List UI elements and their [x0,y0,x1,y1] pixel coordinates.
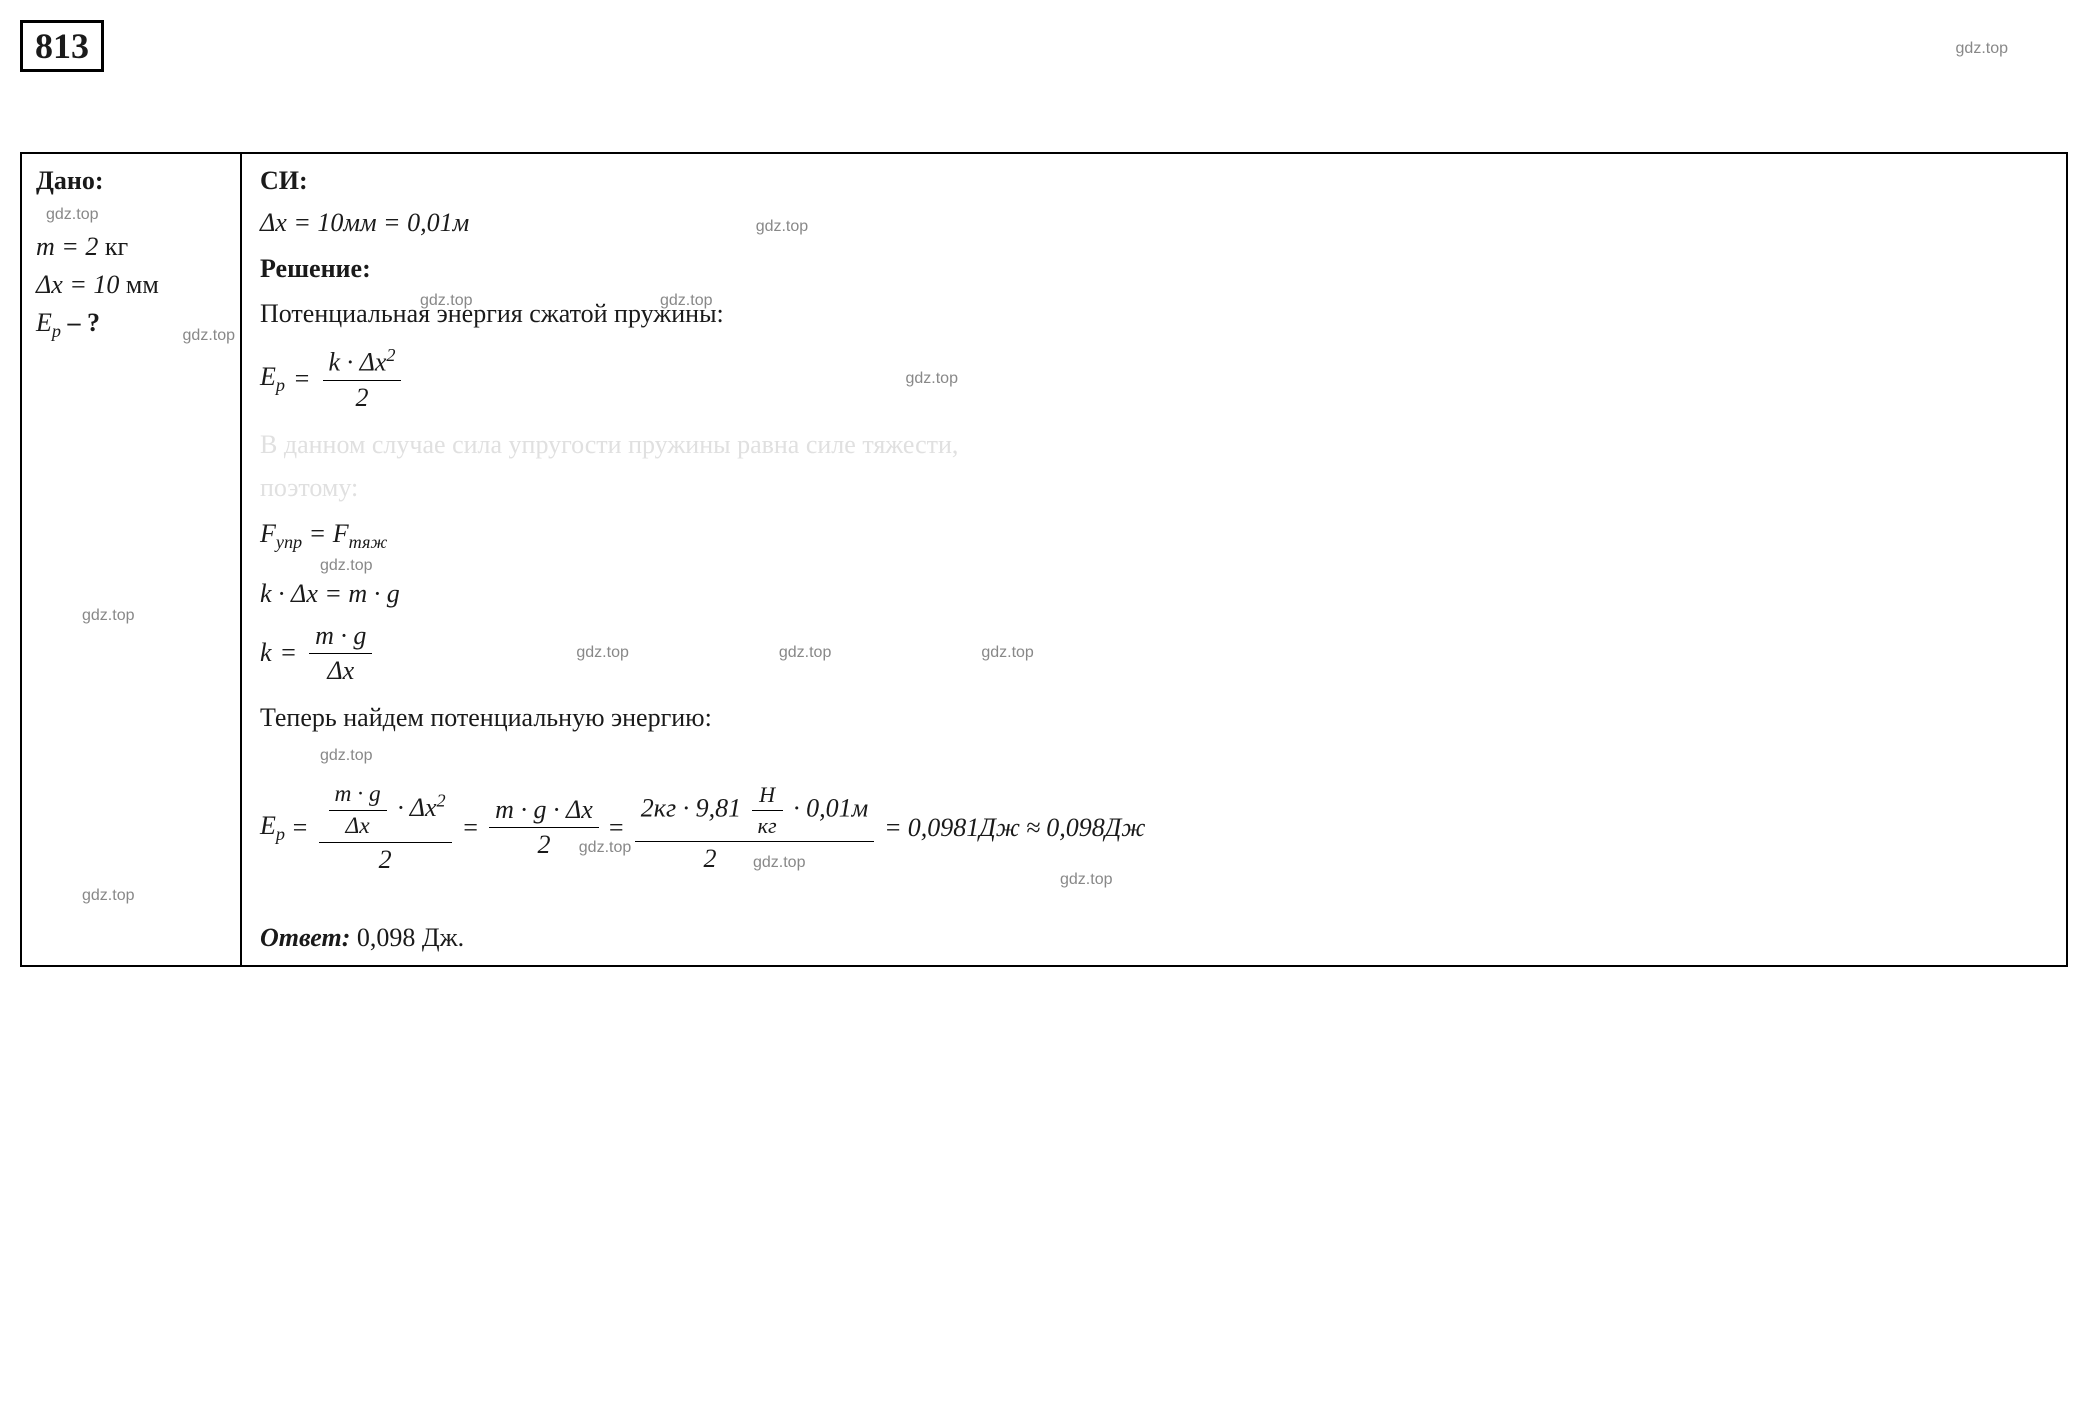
watermark: gdz.top [576,644,628,662]
sub-ep: p [52,321,61,341]
den-2: 2 [323,381,402,413]
watermark: gdz.top [82,607,134,625]
formula-fupr: Fупр = Fтяж [260,519,2048,553]
problem-number: 813 [20,20,104,72]
si-conversion: Δx = 10мм = 0,01м gdz.top [260,208,2048,238]
watermark: gdz.top [320,747,2048,765]
watermark: gdz.top [579,839,631,857]
answer-value: 0,098 Дж. [357,923,464,952]
solution-column: СИ: Δx = 10мм = 0,01м gdz.top Решение: g… [242,154,2066,965]
unit-m: кг [105,232,128,261]
watermark: gdz.top [183,327,235,345]
solution-title: Решение: [260,254,2048,284]
solution-line2-faded: В данном случае сила упругости пружины р… [260,425,2048,464]
val-dx: 10 [93,270,119,299]
solution-line1: Потенциальная энергия сжатой пружины: [260,294,2048,333]
watermark: gdz.top [320,557,2048,575]
ep-sub: p [276,375,285,395]
watermark: gdz.top [420,292,472,310]
answer-label: Ответ: [260,923,350,952]
solution-table: Дано: gdz.top m = 2 кг Δx = 10 мм Ep – ?… [20,152,2068,967]
watermark: gdz.top [779,644,831,662]
given-title: Дано: [36,166,226,196]
formula-final: Ep = m · g Δx · Δx2 2 = m · g · Δx 2 [260,781,2048,875]
given-column: Дано: gdz.top m = 2 кг Δx = 10 мм Ep – ?… [22,154,242,965]
watermark: gdz.top [905,370,957,388]
watermark: gdz.top [1060,871,2088,889]
val-m: 2 [85,232,98,261]
si-title: СИ: [260,166,2048,196]
given-mass: m = 2 кг [36,232,226,262]
given-deltax: Δx = 10 мм [36,270,226,300]
watermark: gdz.top [753,854,805,871]
solution-line3: Теперь найдем потенциальную энергию: [260,698,2048,737]
watermark: gdz.top [46,206,226,224]
watermark: gdz.top [756,218,808,235]
formula-kdx: k · Δx = m · g [260,579,2048,609]
formula-k: k = m · g Δx gdz.top gdz.top gdz.top [260,621,2048,686]
var-m: m [36,232,55,261]
formula-ep: Ep = k · Δx2 2 gdz.top [260,345,2048,413]
watermark: gdz.top [1956,40,2008,58]
watermark: gdz.top [82,887,134,905]
solution-line2b-faded: поэтому: [260,468,2048,507]
watermark: gdz.top [981,644,1033,662]
var-dx: Δx [36,270,63,299]
answer-line: Ответ: 0,098 Дж. [260,923,2048,953]
find-suffix: – ? [61,308,100,337]
watermark: gdz.top [660,292,712,310]
unit-dx: мм [126,270,159,299]
var-ep: E [36,308,52,337]
